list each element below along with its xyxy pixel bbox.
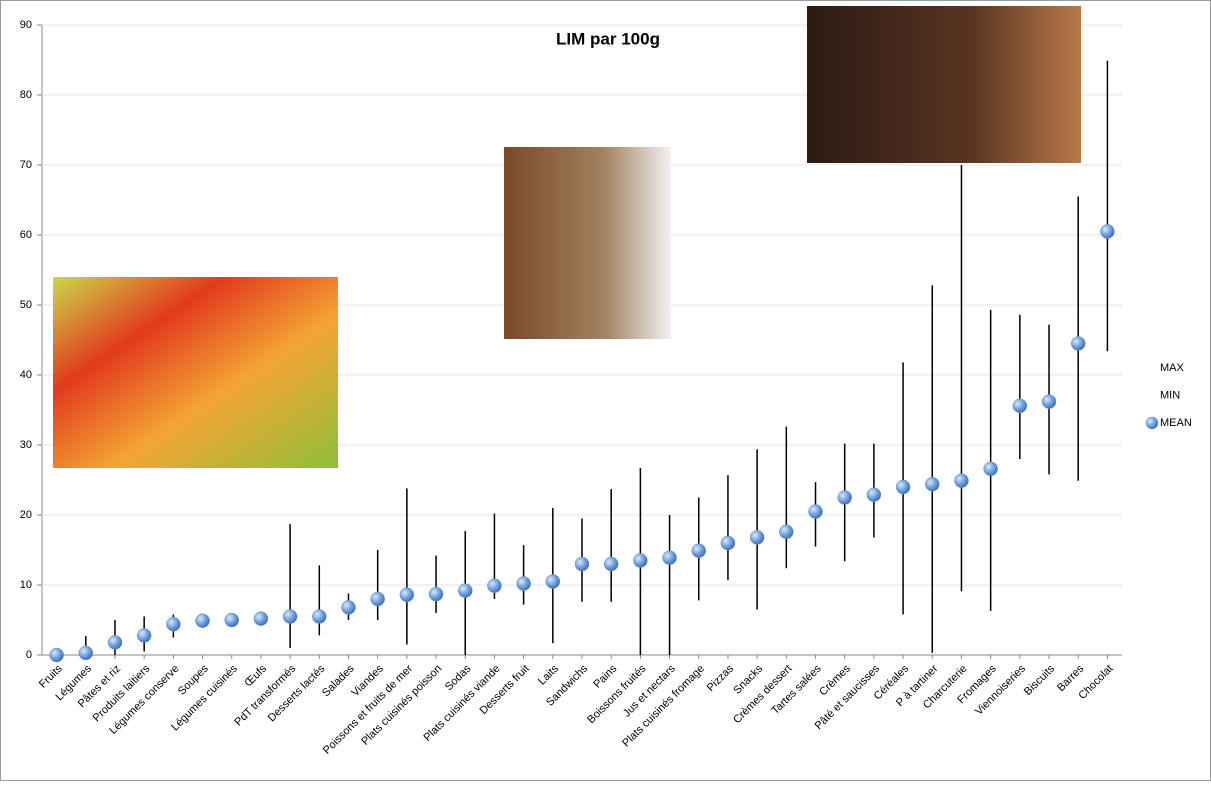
mean-marker: [574, 556, 590, 572]
fruit-photo: [53, 277, 338, 468]
mean-marker: [633, 553, 648, 568]
mean-marker: [545, 574, 561, 589]
x-tick-label: Laits: [536, 662, 561, 687]
mean-marker: [136, 628, 152, 643]
mean-marker: [341, 600, 356, 615]
mean-marker: [720, 535, 736, 551]
mean-marker: [78, 645, 94, 661]
mean-marker: [954, 473, 969, 488]
mean-marker: [166, 616, 181, 632]
cow-photo: [504, 147, 671, 339]
mean-marker: [49, 647, 64, 663]
y-tick-label: 70: [20, 159, 32, 171]
chart-title: LIM par 100g: [556, 29, 660, 48]
mean-marker: [399, 587, 415, 603]
y-tick-label: 0: [26, 649, 32, 661]
mean-marker: [370, 591, 385, 607]
mean-marker: [487, 578, 502, 593]
mean-marker: [1041, 394, 1057, 409]
x-tick-label: Biscuits: [1022, 662, 1058, 698]
y-tick-label: 10: [20, 579, 32, 591]
mean-marker: [107, 635, 123, 650]
legend-label: MEAN: [1160, 417, 1192, 429]
mean-marker: [282, 609, 298, 624]
legend-marker: [1145, 416, 1159, 430]
mean-marker: [837, 490, 852, 505]
mean-marker: [983, 461, 998, 477]
mean-marker: [925, 476, 940, 492]
mean-marker: [195, 613, 210, 628]
mean-marker: [779, 524, 794, 540]
mean-marker: [1012, 398, 1028, 414]
mean-marker: [749, 530, 765, 545]
mean-marker: [691, 543, 707, 558]
y-tick-label: 90: [20, 19, 32, 31]
mean-marker: [253, 611, 269, 626]
chocolate-photo: [807, 6, 1081, 163]
y-tick-label: 40: [20, 369, 32, 381]
mean-marker: [457, 583, 473, 598]
mean-marker: [516, 576, 531, 591]
mean-marker: [603, 556, 619, 572]
legend-label: MIN: [1160, 389, 1180, 401]
y-tick-label: 60: [20, 229, 32, 241]
photos: [53, 6, 1081, 468]
mean-marker: [224, 612, 239, 628]
y-tick-label: 20: [20, 509, 32, 521]
mean-marker: [1070, 336, 1086, 351]
y-tick-label: 80: [20, 89, 32, 101]
mean-marker: [866, 487, 882, 502]
mean-marker: [1100, 224, 1115, 239]
mean-marker: [312, 609, 327, 624]
mean-marker: [428, 586, 444, 602]
x-tick-label: Œufs: [242, 662, 269, 689]
y-tick-label: 50: [20, 299, 32, 311]
legend-label: MAX: [1160, 362, 1185, 374]
mean-marker: [808, 504, 823, 519]
mean-marker: [895, 479, 911, 495]
mean-marker: [662, 550, 677, 565]
y-tick-label: 30: [20, 439, 32, 451]
